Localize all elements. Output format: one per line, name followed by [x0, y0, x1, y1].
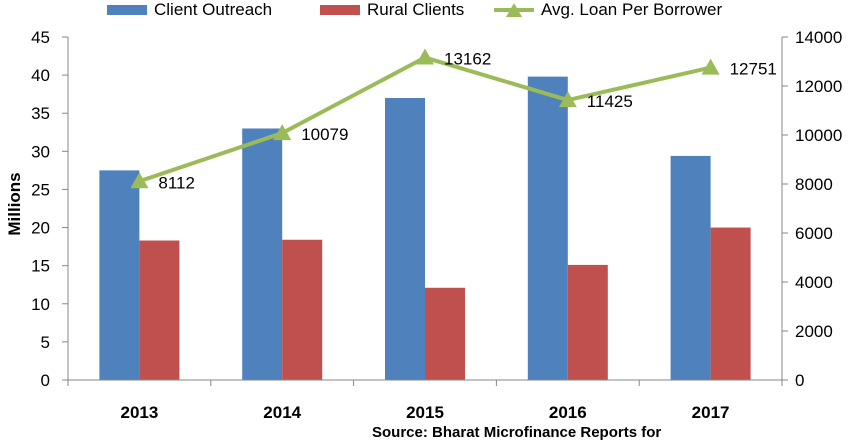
data-label-2016: 11425: [587, 92, 633, 111]
marker-triangle-2015: [416, 48, 434, 65]
x-tick-label-2016: 2016: [549, 403, 587, 422]
x-tick-label-2015: 2015: [406, 403, 444, 422]
x-tick-label-2013: 2013: [120, 403, 158, 422]
y-tick-label-left: 20: [31, 219, 50, 238]
bars-layer: [99, 76, 751, 380]
data-label-2014: 10079: [301, 125, 348, 144]
y-tick-label-left: 35: [31, 104, 50, 123]
bar-client-outreach-2017: [670, 155, 711, 380]
legend-item-avg-loan: Avg. Loan Per Borrower: [494, 0, 722, 20]
y-tick-label-left: 5: [41, 333, 50, 352]
labels-layer: 8112 10079 13162 11425 12751: [158, 50, 776, 193]
y-tick-label-left: 25: [31, 180, 50, 199]
line-layer: [130, 48, 720, 189]
y-tick-label-right: 12000: [795, 77, 842, 96]
bar-client-outreach-2016: [527, 76, 568, 380]
bar-rural-clients-2017: [710, 227, 751, 380]
y-tick-label-right: 8000: [795, 175, 833, 194]
bar-rural-clients-2016: [567, 264, 608, 380]
y-tick-label-left: 40: [31, 66, 50, 85]
y-tick-label-left: 30: [31, 142, 50, 161]
y-tick-label-left: 45: [31, 28, 50, 47]
data-label-2015: 13162: [444, 50, 491, 69]
y-tick-label-right: 4000: [795, 273, 833, 292]
legend-swatch-red: [320, 5, 360, 15]
bar-client-outreach-2015: [385, 97, 425, 380]
bar-rural-clients-2014: [282, 239, 323, 380]
legend-line-triangle-icon: [494, 3, 534, 17]
y-tick-label-left: 10: [31, 295, 50, 314]
marker-triangle-2017: [701, 58, 720, 75]
source-note: Source: Bharat Microfinance Reports for: [372, 424, 662, 441]
bar-rural-clients-2015: [425, 287, 465, 380]
y-tick-label-right: 2000: [795, 322, 833, 341]
x-tick-label-2014: 2014: [263, 403, 301, 422]
marker-triangle-2014: [273, 124, 292, 141]
legend-label: Client Outreach: [154, 0, 273, 19]
bar-client-outreach-2014: [242, 128, 283, 380]
axes-layer: 0 5 10 15 20 25 30 35 40 45 0 2000 4000 6000 8000 10000…: [5, 28, 842, 422]
marker-triangle-2016: [558, 91, 577, 108]
data-label-2013: 8112: [158, 173, 195, 192]
y-axis-title: Millions: [5, 172, 24, 235]
y-tick-label-right: 6000: [795, 224, 833, 243]
y-tick-label-right: 10000: [795, 126, 842, 145]
x-tick-label-2017: 2017: [692, 403, 730, 422]
y-tick-label-left: 0: [41, 371, 50, 390]
legend-label: Rural Clients: [367, 0, 465, 19]
bar-rural-clients-2013: [139, 240, 180, 380]
legend-label: Avg. Loan Per Borrower: [541, 0, 723, 19]
data-label-2017: 12751: [730, 60, 777, 79]
legend-item-rural-clients: Rural Clients: [320, 0, 464, 20]
legend-swatch-blue: [107, 5, 147, 15]
y-tick-label-left: 15: [31, 257, 50, 276]
bar-client-outreach-2013: [99, 170, 140, 380]
legend-item-client-outreach: Client Outreach: [107, 0, 272, 20]
legend: Client Outreach Rural Clients Avg. Loan …: [0, 0, 857, 20]
marker-triangle-2013: [130, 172, 149, 189]
y-tick-label-right: 14000: [795, 28, 842, 47]
y-tick-label-right: 0: [795, 371, 804, 390]
